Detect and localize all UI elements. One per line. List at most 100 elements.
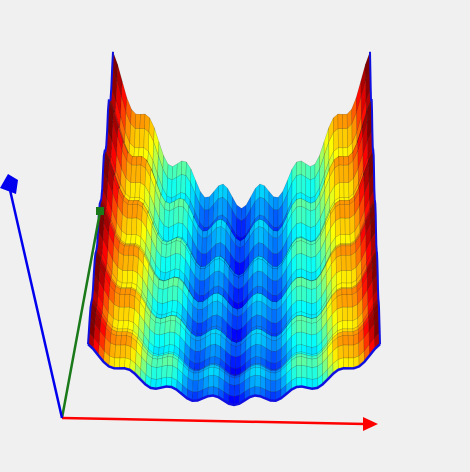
surface-patch: [131, 156, 138, 166]
surface-patch: [156, 366, 163, 380]
surface-patch: [167, 285, 174, 303]
surface-patch: [296, 198, 302, 208]
y-axis-head: [96, 207, 104, 215]
surface-patch: [259, 183, 265, 199]
surface-patch: [296, 344, 302, 353]
surface-patch: [337, 335, 344, 347]
surface-patch: [211, 314, 218, 328]
surface-patch: [270, 372, 277, 382]
surface-patch: [119, 357, 126, 369]
surface-patch: [347, 328, 354, 333]
surface-patch: [208, 374, 215, 388]
surface-patch: [157, 287, 164, 304]
surface-patch: [296, 356, 302, 366]
surface-patch: [236, 217, 242, 239]
surface-patch: [167, 224, 174, 242]
surface-patch: [123, 306, 130, 322]
surface-patch: [122, 254, 129, 271]
surface-patch: [338, 156, 344, 166]
surface-patch: [131, 270, 138, 286]
surface-patch: [126, 270, 134, 284]
surface-patch: [109, 342, 116, 359]
surface-patch: [161, 364, 168, 379]
surface-patch: [345, 254, 352, 271]
surface-patch: [168, 208, 175, 228]
surface-patch: [208, 366, 215, 377]
surface-patch: [126, 217, 133, 235]
surface-patch: [169, 253, 176, 272]
surface-patch: [343, 164, 349, 184]
surface-patch: [213, 374, 220, 389]
surface-patch: [306, 301, 312, 316]
surface-patch: [296, 285, 302, 302]
surface-patch: [311, 346, 318, 355]
surface-patch: [296, 299, 302, 313]
surface-patch: [257, 270, 263, 288]
surface-patch: [254, 374, 261, 388]
surface-patch: [165, 255, 172, 274]
surface-patch: [335, 254, 342, 274]
surface-patch: [311, 287, 317, 304]
surface-patch: [150, 366, 158, 380]
surface-patch: [344, 217, 351, 235]
z-axis-head: [0, 174, 18, 194]
surface-patch: [335, 217, 341, 238]
surface-patch: [311, 366, 318, 380]
surface-patch: [256, 292, 263, 303]
surface-patch: [215, 226, 222, 245]
surface-patch: [180, 174, 187, 194]
surface-patch: [273, 209, 279, 228]
surface-patch: [234, 244, 241, 264]
surface-patch: [123, 244, 131, 247]
surface-patch: [296, 222, 302, 238]
surface-patch: [128, 306, 135, 323]
surface-patch: [214, 343, 221, 360]
surface-patch: [234, 383, 240, 397]
surface-patch: [161, 301, 168, 316]
surface-patch: [346, 294, 353, 308]
surface-patch: [341, 288, 348, 295]
surface-patch: [162, 287, 169, 304]
surface-patch: [195, 335, 202, 341]
surface-patch: [258, 242, 264, 258]
surface-patch: [310, 163, 316, 181]
surface-patch: [310, 255, 317, 274]
surface-patch: [236, 314, 243, 331]
surface-patch: [341, 294, 348, 308]
surface-patch: [296, 364, 303, 378]
surface-side-edge: [369, 51, 381, 345]
surface-patch: [311, 357, 318, 368]
surface-patch: [306, 333, 312, 348]
surface-patch: [128, 245, 135, 256]
surface-patch: [136, 156, 142, 166]
surface-patch: [333, 128, 339, 152]
surface-patch: [171, 299, 178, 313]
surface-patch: [301, 356, 308, 367]
surface-patch: [347, 335, 354, 346]
surface-patch: [164, 331, 171, 347]
surface-patch: [341, 306, 348, 322]
surface-patch: [233, 286, 239, 305]
surface-patch: [347, 331, 354, 336]
surface-patch: [338, 164, 345, 184]
surface-patch: [348, 357, 355, 369]
y-axis: [60, 211, 102, 419]
surface-patch: [212, 292, 219, 303]
surface-patch: [339, 217, 346, 235]
surface-patch: [296, 174, 302, 194]
surface-patch: [167, 356, 174, 366]
surface-patch: [124, 344, 132, 360]
surface-patch: [306, 255, 312, 274]
surface-patch: [211, 300, 218, 317]
surface-patch: [140, 164, 146, 187]
surface-patch: [131, 217, 138, 235]
surface-patch: [135, 217, 142, 238]
surface-patch: [163, 225, 169, 242]
surface-patch: [345, 244, 351, 247]
surface-patch: [154, 321, 161, 336]
surface-patch: [254, 366, 261, 377]
surface-patch: [121, 270, 129, 284]
surface-patch: [235, 355, 242, 370]
surface-patch: [310, 177, 316, 199]
surface-patch: [353, 342, 360, 359]
